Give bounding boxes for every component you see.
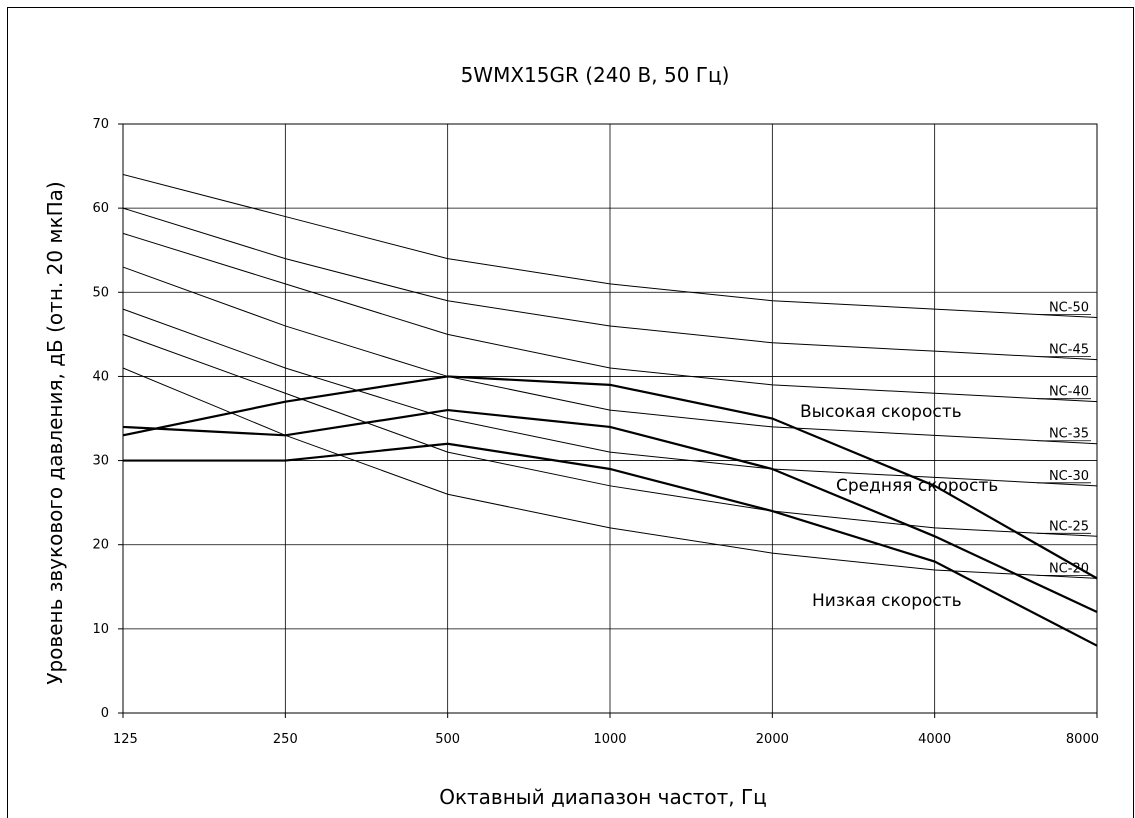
x-tick-label: 1000 <box>593 732 626 747</box>
y-tick-label: 40 <box>92 369 109 384</box>
x-tick-label: 500 <box>435 732 460 747</box>
speed-series <box>122 375 1098 647</box>
nc-curve-label: NC-25 <box>1049 519 1089 534</box>
x-tick-label: 125 <box>113 732 138 747</box>
x-tick-label: 4000 <box>918 732 951 747</box>
nc-curve-line <box>122 308 1098 487</box>
curve-labels: NC-50 NC-45 NC-40 NC-35 NC-30 NC-25 NC-20 Высок… <box>800 301 1091 611</box>
nc-curve-line <box>122 174 1098 319</box>
y-tick-label: 10 <box>92 622 109 637</box>
nc-curve-label: NC-35 <box>1049 427 1089 442</box>
chart-title: 5WMX15GR (240 В, 50 Гц) <box>461 63 730 87</box>
nc-curve-label: NC-30 <box>1049 469 1089 484</box>
y-ticks: 0 10 20 30 40 50 60 70 <box>92 117 123 721</box>
speed-series-label: Высокая скорость <box>800 402 962 422</box>
chart-frame <box>7 7 1134 818</box>
y-axis-label: Уровень звукового давления, дБ (отн. 20 … <box>43 181 67 684</box>
nc-curve-line <box>122 207 1098 361</box>
speed-series-line <box>123 442 1098 647</box>
y-tick-label: 50 <box>92 285 109 300</box>
y-tick-label: 20 <box>92 538 109 553</box>
y-tick-label: 0 <box>101 706 109 721</box>
y-tick-label: 60 <box>92 201 109 216</box>
speed-series-label: Низкая скорость <box>812 591 962 611</box>
x-tick-label: 2000 <box>756 732 789 747</box>
nc-curve-label: NC-20 <box>1049 561 1089 576</box>
x-axis-label: Октавный диапазон частот, Гц <box>439 785 767 809</box>
nc-curve-label: NC-50 <box>1049 301 1089 316</box>
nc-curve-line <box>122 266 1098 445</box>
x-tick-label: 8000 <box>1066 732 1099 747</box>
nc-curve-label: NC-45 <box>1049 343 1089 358</box>
nc-curve-label: NC-40 <box>1049 385 1089 400</box>
x-ticks: 125 250 500 1000 2000 4000 8000 <box>113 713 1099 747</box>
nc-curve-line <box>122 333 1098 537</box>
nc-curve-line <box>122 232 1098 403</box>
y-tick-label: 30 <box>92 454 109 469</box>
speed-series-label: Средняя скорость <box>836 476 998 496</box>
x-tick-label: 250 <box>273 732 298 747</box>
speed-series-line <box>122 375 1098 580</box>
speed-series-line <box>122 408 1098 614</box>
y-tick-label: 70 <box>92 117 109 132</box>
nc-curves <box>122 174 1098 579</box>
